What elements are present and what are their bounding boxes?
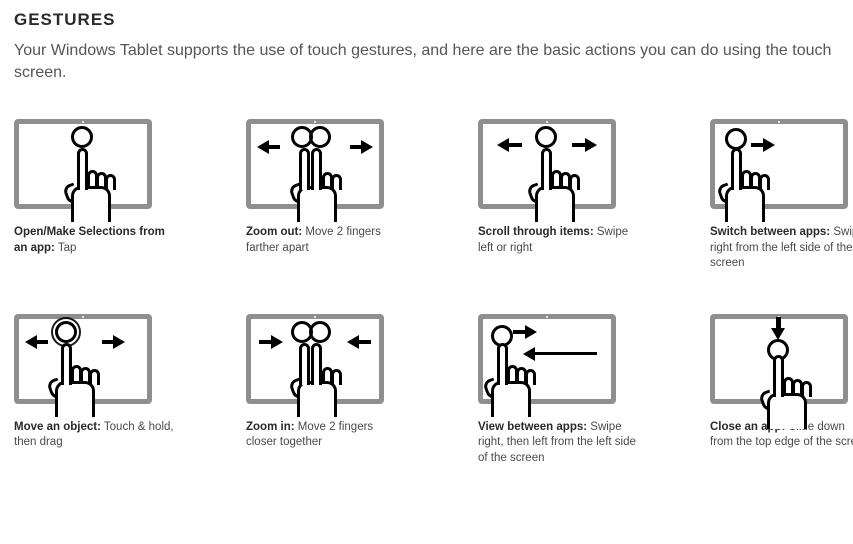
gesture-zoom-in: Zoom in: Move 2 fingers closer together bbox=[246, 314, 406, 467]
gesture-zoom-out: Zoom out: Move 2 fingers farther apart bbox=[246, 119, 406, 272]
tablet-frame bbox=[478, 119, 616, 209]
gesture-caption: Move an object: Touch & hold, then drag bbox=[14, 420, 174, 451]
page-heading: GESTURES bbox=[14, 10, 839, 30]
gesture-view-apps: View between apps: Swipe right, then lef… bbox=[478, 314, 638, 467]
gesture-scroll: Scroll through items: Swipe left or righ… bbox=[478, 119, 638, 272]
gesture-caption: Open/Make Selections from an app: Tap bbox=[14, 225, 174, 256]
tablet-frame bbox=[14, 314, 152, 404]
tablet-frame bbox=[14, 119, 152, 209]
tablet-frame bbox=[246, 119, 384, 209]
gesture-grid: Open/Make Selections from an app: Tap bbox=[14, 119, 839, 466]
gesture-caption: Scroll through items: Swipe left or righ… bbox=[478, 225, 638, 256]
gesture-tap: Open/Make Selections from an app: Tap bbox=[14, 119, 174, 272]
tablet-frame bbox=[478, 314, 616, 404]
tablet-frame bbox=[710, 314, 848, 404]
gesture-caption: Switch between apps: Swipe right from th… bbox=[710, 225, 853, 272]
gesture-caption: Zoom out: Move 2 fingers farther apart bbox=[246, 225, 406, 256]
tablet-frame bbox=[246, 314, 384, 404]
gesture-caption: View between apps: Swipe right, then lef… bbox=[478, 420, 638, 467]
gesture-close-app: Close an app: Slide down from the top ed… bbox=[710, 314, 853, 467]
gesture-caption: Zoom in: Move 2 fingers closer together bbox=[246, 420, 406, 451]
gesture-move-object: Move an object: Touch & hold, then drag bbox=[14, 314, 174, 467]
tablet-frame bbox=[710, 119, 848, 209]
gesture-switch-apps: Switch between apps: Swipe right from th… bbox=[710, 119, 853, 272]
intro-text: Your Windows Tablet supports the use of … bbox=[14, 40, 834, 83]
